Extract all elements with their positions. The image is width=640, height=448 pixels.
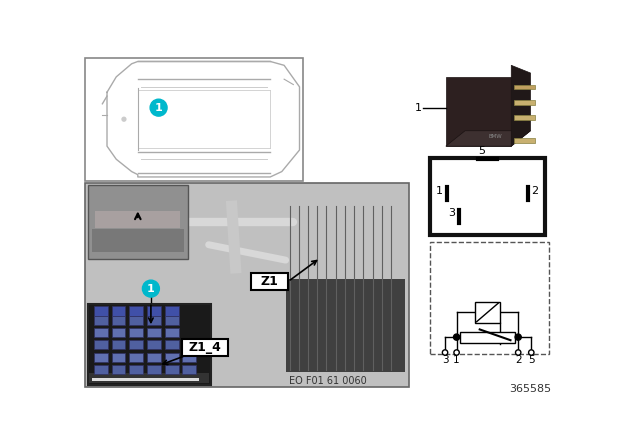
Circle shape — [454, 350, 460, 355]
Text: 2: 2 — [532, 186, 539, 196]
Text: Z1_4: Z1_4 — [188, 340, 221, 353]
Bar — [92, 378, 200, 381]
Bar — [164, 306, 179, 315]
Bar — [90, 373, 209, 383]
Bar — [111, 328, 125, 337]
Circle shape — [454, 334, 460, 340]
Text: 5: 5 — [477, 146, 484, 156]
Bar — [129, 306, 143, 315]
Text: 5: 5 — [528, 355, 534, 365]
Bar — [513, 116, 535, 120]
Bar — [111, 365, 125, 374]
Bar — [129, 353, 143, 362]
Bar — [111, 315, 125, 325]
Bar — [429, 242, 549, 354]
Bar — [147, 365, 161, 374]
Bar — [86, 183, 409, 387]
Bar — [129, 315, 143, 325]
Bar — [147, 328, 161, 337]
Circle shape — [529, 350, 534, 355]
Circle shape — [150, 99, 167, 116]
Text: 2: 2 — [515, 355, 522, 365]
Bar — [164, 353, 179, 362]
Text: 1: 1 — [436, 186, 443, 196]
Bar — [111, 306, 125, 315]
Bar — [164, 315, 179, 325]
Bar — [94, 365, 108, 374]
Bar — [513, 138, 535, 143]
Bar — [164, 340, 179, 349]
Bar — [182, 353, 196, 362]
Bar — [129, 365, 143, 374]
Bar — [164, 365, 179, 374]
Circle shape — [515, 334, 521, 340]
Text: 1: 1 — [147, 284, 155, 293]
Bar — [92, 229, 184, 252]
Bar — [251, 273, 288, 290]
Bar — [94, 353, 108, 362]
Polygon shape — [511, 65, 531, 146]
Bar — [95, 211, 180, 228]
Bar — [147, 315, 161, 325]
Bar — [460, 332, 515, 343]
Bar — [446, 77, 511, 146]
Bar — [94, 340, 108, 349]
Bar — [147, 340, 161, 349]
Bar — [88, 185, 188, 258]
Bar — [513, 85, 535, 89]
Bar — [475, 302, 500, 323]
Bar — [147, 306, 161, 315]
Circle shape — [122, 117, 126, 121]
Bar — [182, 365, 196, 374]
Text: 3: 3 — [449, 208, 456, 218]
Circle shape — [515, 350, 521, 355]
Text: 3: 3 — [442, 355, 449, 365]
Text: 1: 1 — [155, 103, 163, 112]
Circle shape — [442, 350, 448, 355]
Polygon shape — [446, 131, 531, 146]
Text: BMW: BMW — [489, 134, 503, 139]
Text: 1: 1 — [415, 103, 422, 112]
Bar — [94, 315, 108, 325]
Bar — [182, 340, 196, 349]
Text: 1: 1 — [453, 355, 460, 365]
Text: 365585: 365585 — [509, 383, 551, 394]
Bar — [111, 353, 125, 362]
Bar — [129, 340, 143, 349]
Bar — [285, 280, 405, 372]
Bar — [513, 100, 535, 104]
Circle shape — [143, 280, 159, 297]
Text: Z1: Z1 — [260, 275, 278, 288]
Bar — [129, 328, 143, 337]
Bar — [86, 58, 303, 181]
Bar — [164, 328, 179, 337]
Bar — [182, 339, 228, 356]
Bar — [147, 353, 161, 362]
Bar — [429, 158, 545, 235]
Text: EO F01 61 0060: EO F01 61 0060 — [289, 376, 367, 386]
Bar — [88, 304, 211, 385]
Bar — [94, 306, 108, 315]
Bar — [111, 340, 125, 349]
Bar — [94, 328, 108, 337]
